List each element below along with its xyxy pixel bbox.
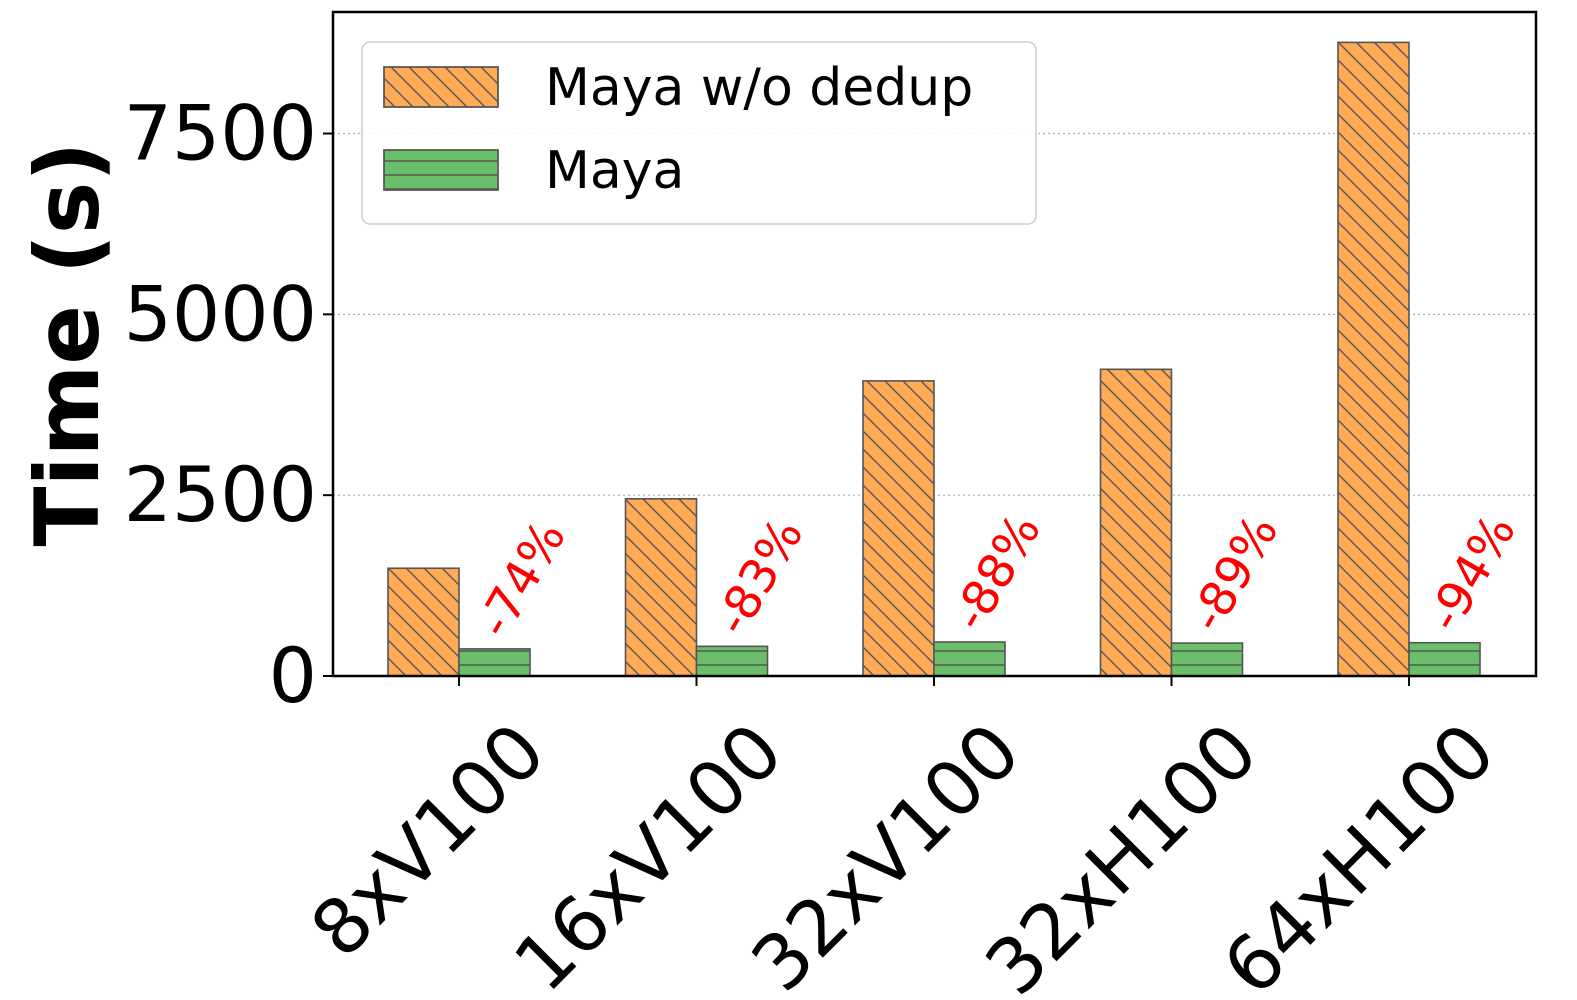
y-axis-label: Time (s) xyxy=(16,141,119,546)
reduction-annotation: -88% xyxy=(941,505,1052,640)
bar-maya-wo-dedup-hatch xyxy=(624,497,698,677)
bars xyxy=(387,41,1481,677)
y-axis: 0 2500 5000 7500 xyxy=(124,89,333,720)
legend-box xyxy=(361,41,1037,225)
bar-maya-hatch xyxy=(695,645,769,677)
y-tick-label: 5000 xyxy=(124,269,317,358)
legend: Maya w/o dedup Maya xyxy=(361,41,1037,225)
legend-swatch-maya-wo-dedup-hatch xyxy=(383,66,499,108)
legend-label-maya: Maya xyxy=(545,141,684,201)
legend-label-maya-wo-dedup: Maya w/o dedup xyxy=(545,58,973,118)
reduction-annotation: -83% xyxy=(704,509,815,644)
y-tick-label: 2500 xyxy=(124,450,317,539)
bar-maya-hatch xyxy=(1170,642,1244,677)
reduction-annotation: -89% xyxy=(1179,506,1290,641)
bar-maya-wo-dedup-hatch xyxy=(387,567,460,677)
reduction-annotation: -94% xyxy=(1416,505,1527,640)
bar-maya-wo-dedup-hatch xyxy=(1099,368,1173,677)
bar-maya-hatch xyxy=(1408,641,1481,677)
bar-maya-wo-dedup-hatch xyxy=(862,380,935,677)
bar-maya-hatch xyxy=(933,641,1006,677)
reduction-annotation: -74% xyxy=(466,511,577,646)
bar-maya-hatch xyxy=(458,648,531,677)
y-tick-label: 7500 xyxy=(124,89,317,178)
y-tick-label: 0 xyxy=(269,631,317,720)
legend-swatch-maya-hatch xyxy=(383,149,499,191)
bar-maya-wo-dedup-hatch xyxy=(1337,41,1410,677)
